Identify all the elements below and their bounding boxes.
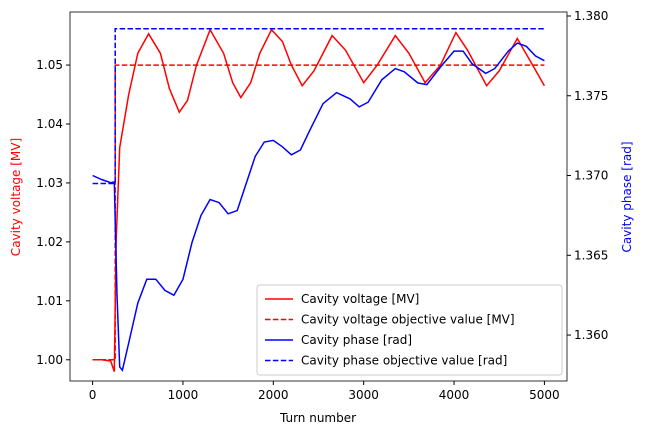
x-tick-label: 3000 xyxy=(348,388,379,402)
y-axis-label: Cavity voltage [MV] xyxy=(9,138,23,256)
legend-label: Cavity phase [rad] xyxy=(301,333,412,347)
x-tick-label: 5000 xyxy=(529,388,560,402)
y-tick-label: 1.05 xyxy=(36,58,63,72)
y-tick-label: 1.01 xyxy=(36,294,63,308)
x-tick-label: 0 xyxy=(89,388,97,402)
legend-label: Cavity voltage [MV] xyxy=(301,292,419,306)
y2-tick-label: 1.360 xyxy=(574,328,608,342)
legend-box xyxy=(256,284,563,376)
x-axis-label: Turn number xyxy=(279,411,356,425)
y-tick-label: 1.03 xyxy=(36,176,63,190)
y2-tick-label: 1.365 xyxy=(574,248,608,262)
plot-frame xyxy=(69,11,568,382)
y2-tick-label: 1.380 xyxy=(574,9,608,23)
x-tick-label: 4000 xyxy=(439,388,470,402)
y2-tick-label: 1.375 xyxy=(574,89,608,103)
legend-label: Cavity voltage objective value [MV] xyxy=(301,313,515,327)
y-tick-label: 1.04 xyxy=(36,117,63,131)
series-line xyxy=(92,42,545,372)
series-line xyxy=(92,27,546,372)
legend-label: Cavity phase objective value [rad] xyxy=(301,354,507,368)
x-tick-label: 1000 xyxy=(168,388,199,402)
y2-tick-label: 1.370 xyxy=(574,169,608,183)
y-tick-label: 1.00 xyxy=(36,353,63,367)
y-tick-label: 1.02 xyxy=(36,235,63,249)
series-line xyxy=(92,28,545,185)
x-tick-label: 2000 xyxy=(258,388,289,402)
y2-axis-label: Cavity phase [rad] xyxy=(620,141,634,252)
